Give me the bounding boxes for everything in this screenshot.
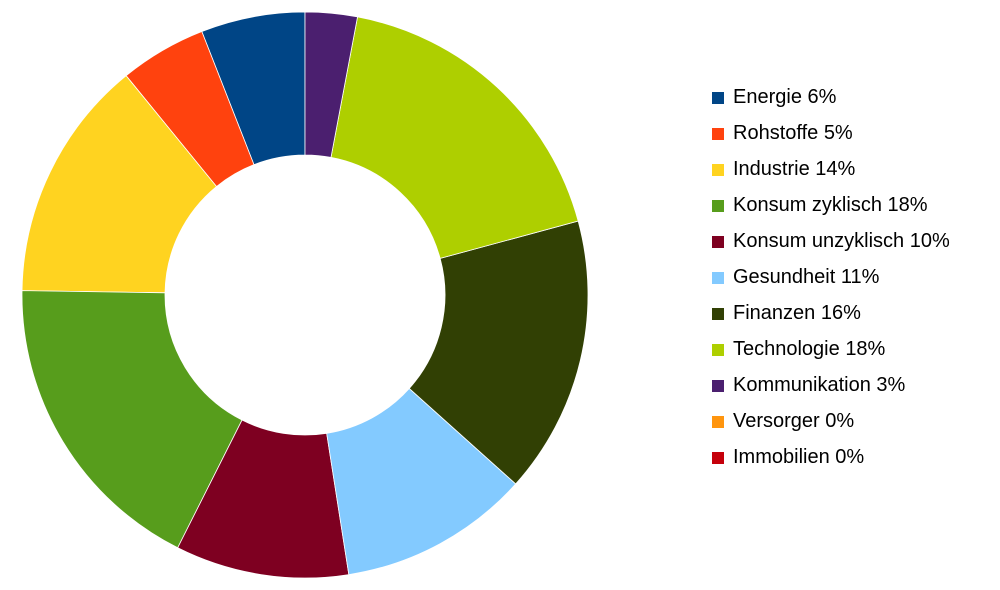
legend-value: 0% (835, 446, 864, 468)
legend-label: Rohstoffe 5% (733, 122, 853, 144)
legend-label: Industrie 14% (733, 158, 856, 180)
donut-slice (304, 11, 358, 158)
legend-swatch (712, 344, 724, 356)
legend-label: Gesundheit 11% (733, 266, 880, 288)
legend-swatch (712, 272, 724, 284)
legend-value: 10% (910, 230, 950, 252)
legend-category: Finanzen (733, 302, 815, 324)
legend-category: Rohstoffe (733, 122, 818, 144)
legend-category: Konsum unzyklisch (733, 230, 904, 252)
legend-category: Technologie (733, 338, 840, 360)
legend-value: 16% (821, 302, 861, 324)
legend-category: Energie (733, 86, 802, 108)
donut-slice (330, 16, 579, 259)
legend-category: Industrie (733, 158, 810, 180)
legend-swatch (712, 308, 724, 320)
legend-label: Konsum zyklisch 18% (733, 194, 928, 216)
legend-value: 11% (841, 266, 880, 288)
legend-label: Versorger 0% (733, 410, 854, 432)
legend-swatch (712, 380, 724, 392)
legend-label: Technologie 18% (733, 338, 886, 360)
legend-category: Gesundheit (733, 266, 836, 288)
legend-label: Immobilien 0% (733, 446, 864, 468)
legend-category: Konsum zyklisch (733, 194, 882, 216)
legend-category: Versorger (733, 410, 820, 432)
legend-swatch (712, 416, 724, 428)
legend-category: Immobilien (733, 446, 830, 468)
legend-swatch (712, 92, 724, 104)
legend-value: 6% (808, 86, 837, 108)
legend-label: Energie 6% (733, 86, 837, 108)
legend-value: 3% (876, 374, 905, 396)
donut-slice (408, 220, 589, 485)
legend-category: Kommunikation (733, 374, 871, 396)
legend-value: 18% (845, 338, 885, 360)
legend-value: 18% (888, 194, 928, 216)
donut-slice (21, 290, 243, 549)
legend-label: Finanzen 16% (733, 302, 861, 324)
legend-swatch (712, 128, 724, 140)
legend-swatch (712, 452, 724, 464)
legend-value: 5% (824, 122, 853, 144)
legend-swatch (712, 200, 724, 212)
legend-label: Kommunikation 3% (733, 374, 906, 396)
legend-swatch (712, 164, 724, 176)
donut-slice (21, 75, 218, 294)
legend-value: 14% (815, 158, 855, 180)
legend-swatch (712, 236, 724, 248)
legend-label: Konsum unzyklisch 10% (733, 230, 950, 252)
legend-value: 0% (825, 410, 854, 432)
